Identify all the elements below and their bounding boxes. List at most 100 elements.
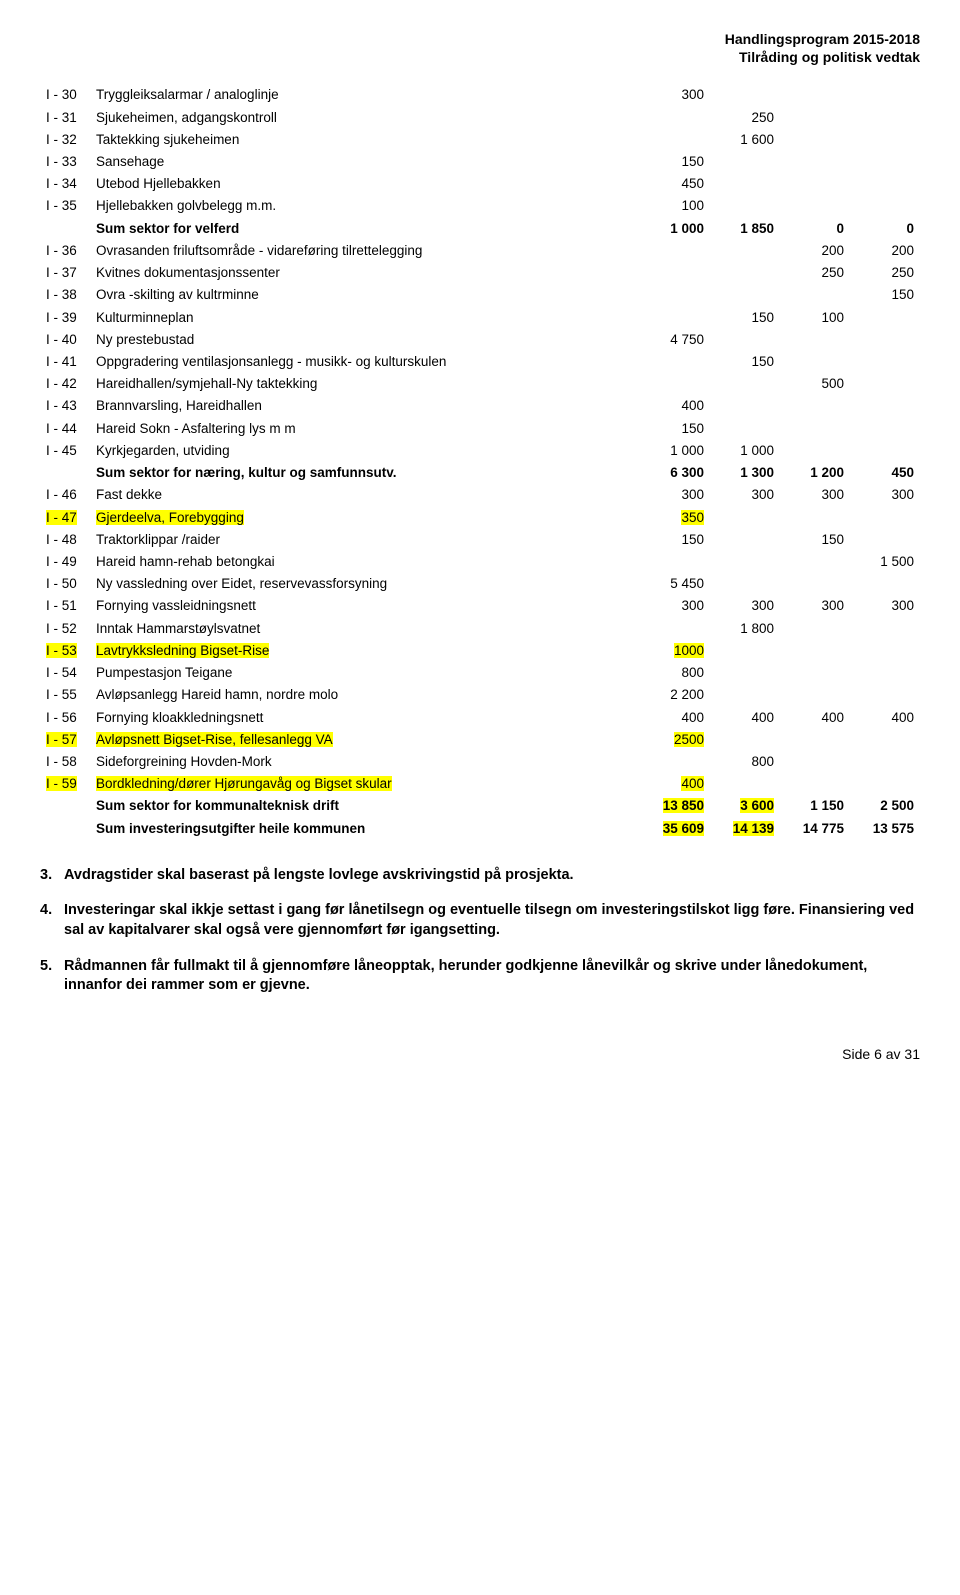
row-label: Sideforgreining Hovden-Mork [90, 751, 640, 773]
row-col4 [850, 751, 920, 773]
row-code: I - 58 [40, 751, 90, 773]
row-code: I - 30 [40, 84, 90, 106]
row-col3: 300 [780, 595, 850, 617]
row-label: Pumpestasjon Teigane [90, 662, 640, 684]
row-label: Ny vassledning over Eidet, reservevassfo… [90, 573, 640, 595]
row-col4 [850, 662, 920, 684]
table-row: I - 55Avløpsanlegg Hareid hamn, nordre m… [40, 684, 920, 706]
row-code: I - 41 [40, 351, 90, 373]
row-col3: 0 [780, 218, 850, 240]
table-row: I - 35Hjellebakken golvbelegg m.m.100 [40, 195, 920, 217]
row-col4: 400 [850, 707, 920, 729]
row-col1: 300 [640, 84, 710, 106]
row-col4: 250 [850, 262, 920, 284]
row-col1: 6 300 [640, 462, 710, 484]
budget-table: I - 30Tryggleiksalarmar / analoglinje300… [40, 84, 920, 839]
row-col4 [850, 395, 920, 417]
note-text: Avdragstider skal baserast på lengste lo… [64, 866, 574, 886]
row-col1: 5 450 [640, 573, 710, 595]
row-col3 [780, 395, 850, 417]
row-col4 [850, 173, 920, 195]
row-col1: 450 [640, 173, 710, 195]
row-label: Sum sektor for velferd [90, 218, 640, 240]
row-col4: 150 [850, 284, 920, 306]
row-col3: 1 200 [780, 462, 850, 484]
row-code: I - 53 [40, 640, 90, 662]
row-col4 [850, 351, 920, 373]
row-col4: 1 500 [850, 551, 920, 573]
row-col2 [710, 240, 780, 262]
row-col4 [850, 507, 920, 529]
row-col2: 1 600 [710, 129, 780, 151]
header-line2: Tilråding og politisk vedtak [40, 48, 920, 66]
row-label: Tryggleiksalarmar / analoglinje [90, 84, 640, 106]
table-row: I - 50Ny vassledning over Eidet, reserve… [40, 573, 920, 595]
row-col4 [850, 684, 920, 706]
row-code: I - 35 [40, 195, 90, 217]
row-col3 [780, 151, 850, 173]
row-code: I - 54 [40, 662, 90, 684]
note-text: Rådmannen får fullmakt til å gjennomføre… [64, 957, 920, 996]
row-code: I - 31 [40, 107, 90, 129]
row-col3: 500 [780, 373, 850, 395]
note-number: 3. [40, 866, 64, 886]
row-code: I - 43 [40, 395, 90, 417]
row-label: Oppgradering ventilasjonsanlegg - musikk… [90, 351, 640, 373]
row-col2: 300 [710, 595, 780, 617]
row-col2 [710, 329, 780, 351]
row-label: Ovra -skilting av kultrminne [90, 284, 640, 306]
row-code: I - 56 [40, 707, 90, 729]
row-col2: 250 [710, 107, 780, 129]
row-col2: 150 [710, 307, 780, 329]
header-line1: Handlingsprogram 2015-2018 [40, 30, 920, 48]
table-row: I - 36Ovrasanden friluftsområde - vidare… [40, 240, 920, 262]
row-col1 [640, 751, 710, 773]
row-label: Traktorklippar /raider [90, 529, 640, 551]
row-code: I - 32 [40, 129, 90, 151]
row-col1 [640, 618, 710, 640]
note-number: 4. [40, 901, 64, 940]
row-label: Hjellebakken golvbelegg m.m. [90, 195, 640, 217]
row-col3 [780, 173, 850, 195]
row-label: Kvitnes dokumentasjonssenter [90, 262, 640, 284]
row-label: Ny prestebustad [90, 329, 640, 351]
row-col2: 400 [710, 707, 780, 729]
row-code [40, 818, 90, 840]
row-col2 [710, 84, 780, 106]
row-col4 [850, 573, 920, 595]
note-item: 5.Rådmannen får fullmakt til å gjennomfø… [40, 957, 920, 996]
row-label: Sum sektor for næring, kultur og samfunn… [90, 462, 640, 484]
row-col2 [710, 373, 780, 395]
row-col2 [710, 662, 780, 684]
row-col4 [850, 773, 920, 795]
notes-section: 3.Avdragstider skal baserast på lengste … [40, 866, 920, 996]
row-code: I - 33 [40, 151, 90, 173]
row-code [40, 462, 90, 484]
row-label: Ovrasanden friluftsområde - vidareføring… [90, 240, 640, 262]
row-code: I - 36 [40, 240, 90, 262]
table-row: I - 39Kulturminneplan150100 [40, 307, 920, 329]
table-row: I - 30Tryggleiksalarmar / analoglinje300 [40, 84, 920, 106]
row-label: Hareidhallen/symjehall-Ny taktekking [90, 373, 640, 395]
row-col1: 350 [640, 507, 710, 529]
row-code [40, 218, 90, 240]
row-col1 [640, 262, 710, 284]
row-label: Avløpsnett Bigset-Rise, fellesanlegg VA [90, 729, 640, 751]
table-row: I - 46Fast dekke300300300300 [40, 484, 920, 506]
table-row: I - 41Oppgradering ventilasjonsanlegg - … [40, 351, 920, 373]
row-col1: 100 [640, 195, 710, 217]
row-col4 [850, 440, 920, 462]
row-col2 [710, 418, 780, 440]
row-label: Fast dekke [90, 484, 640, 506]
row-col3 [780, 195, 850, 217]
row-col2 [710, 551, 780, 573]
row-col1: 400 [640, 707, 710, 729]
note-text: Investeringar skal ikkje settast i gang … [64, 901, 920, 940]
row-col4 [850, 640, 920, 662]
row-col4 [850, 329, 920, 351]
row-label: Lavtrykksledning Bigset-Rise [90, 640, 640, 662]
row-col1 [640, 551, 710, 573]
table-row: I - 38Ovra -skilting av kultrminne150 [40, 284, 920, 306]
row-col1 [640, 107, 710, 129]
row-col2 [710, 729, 780, 751]
